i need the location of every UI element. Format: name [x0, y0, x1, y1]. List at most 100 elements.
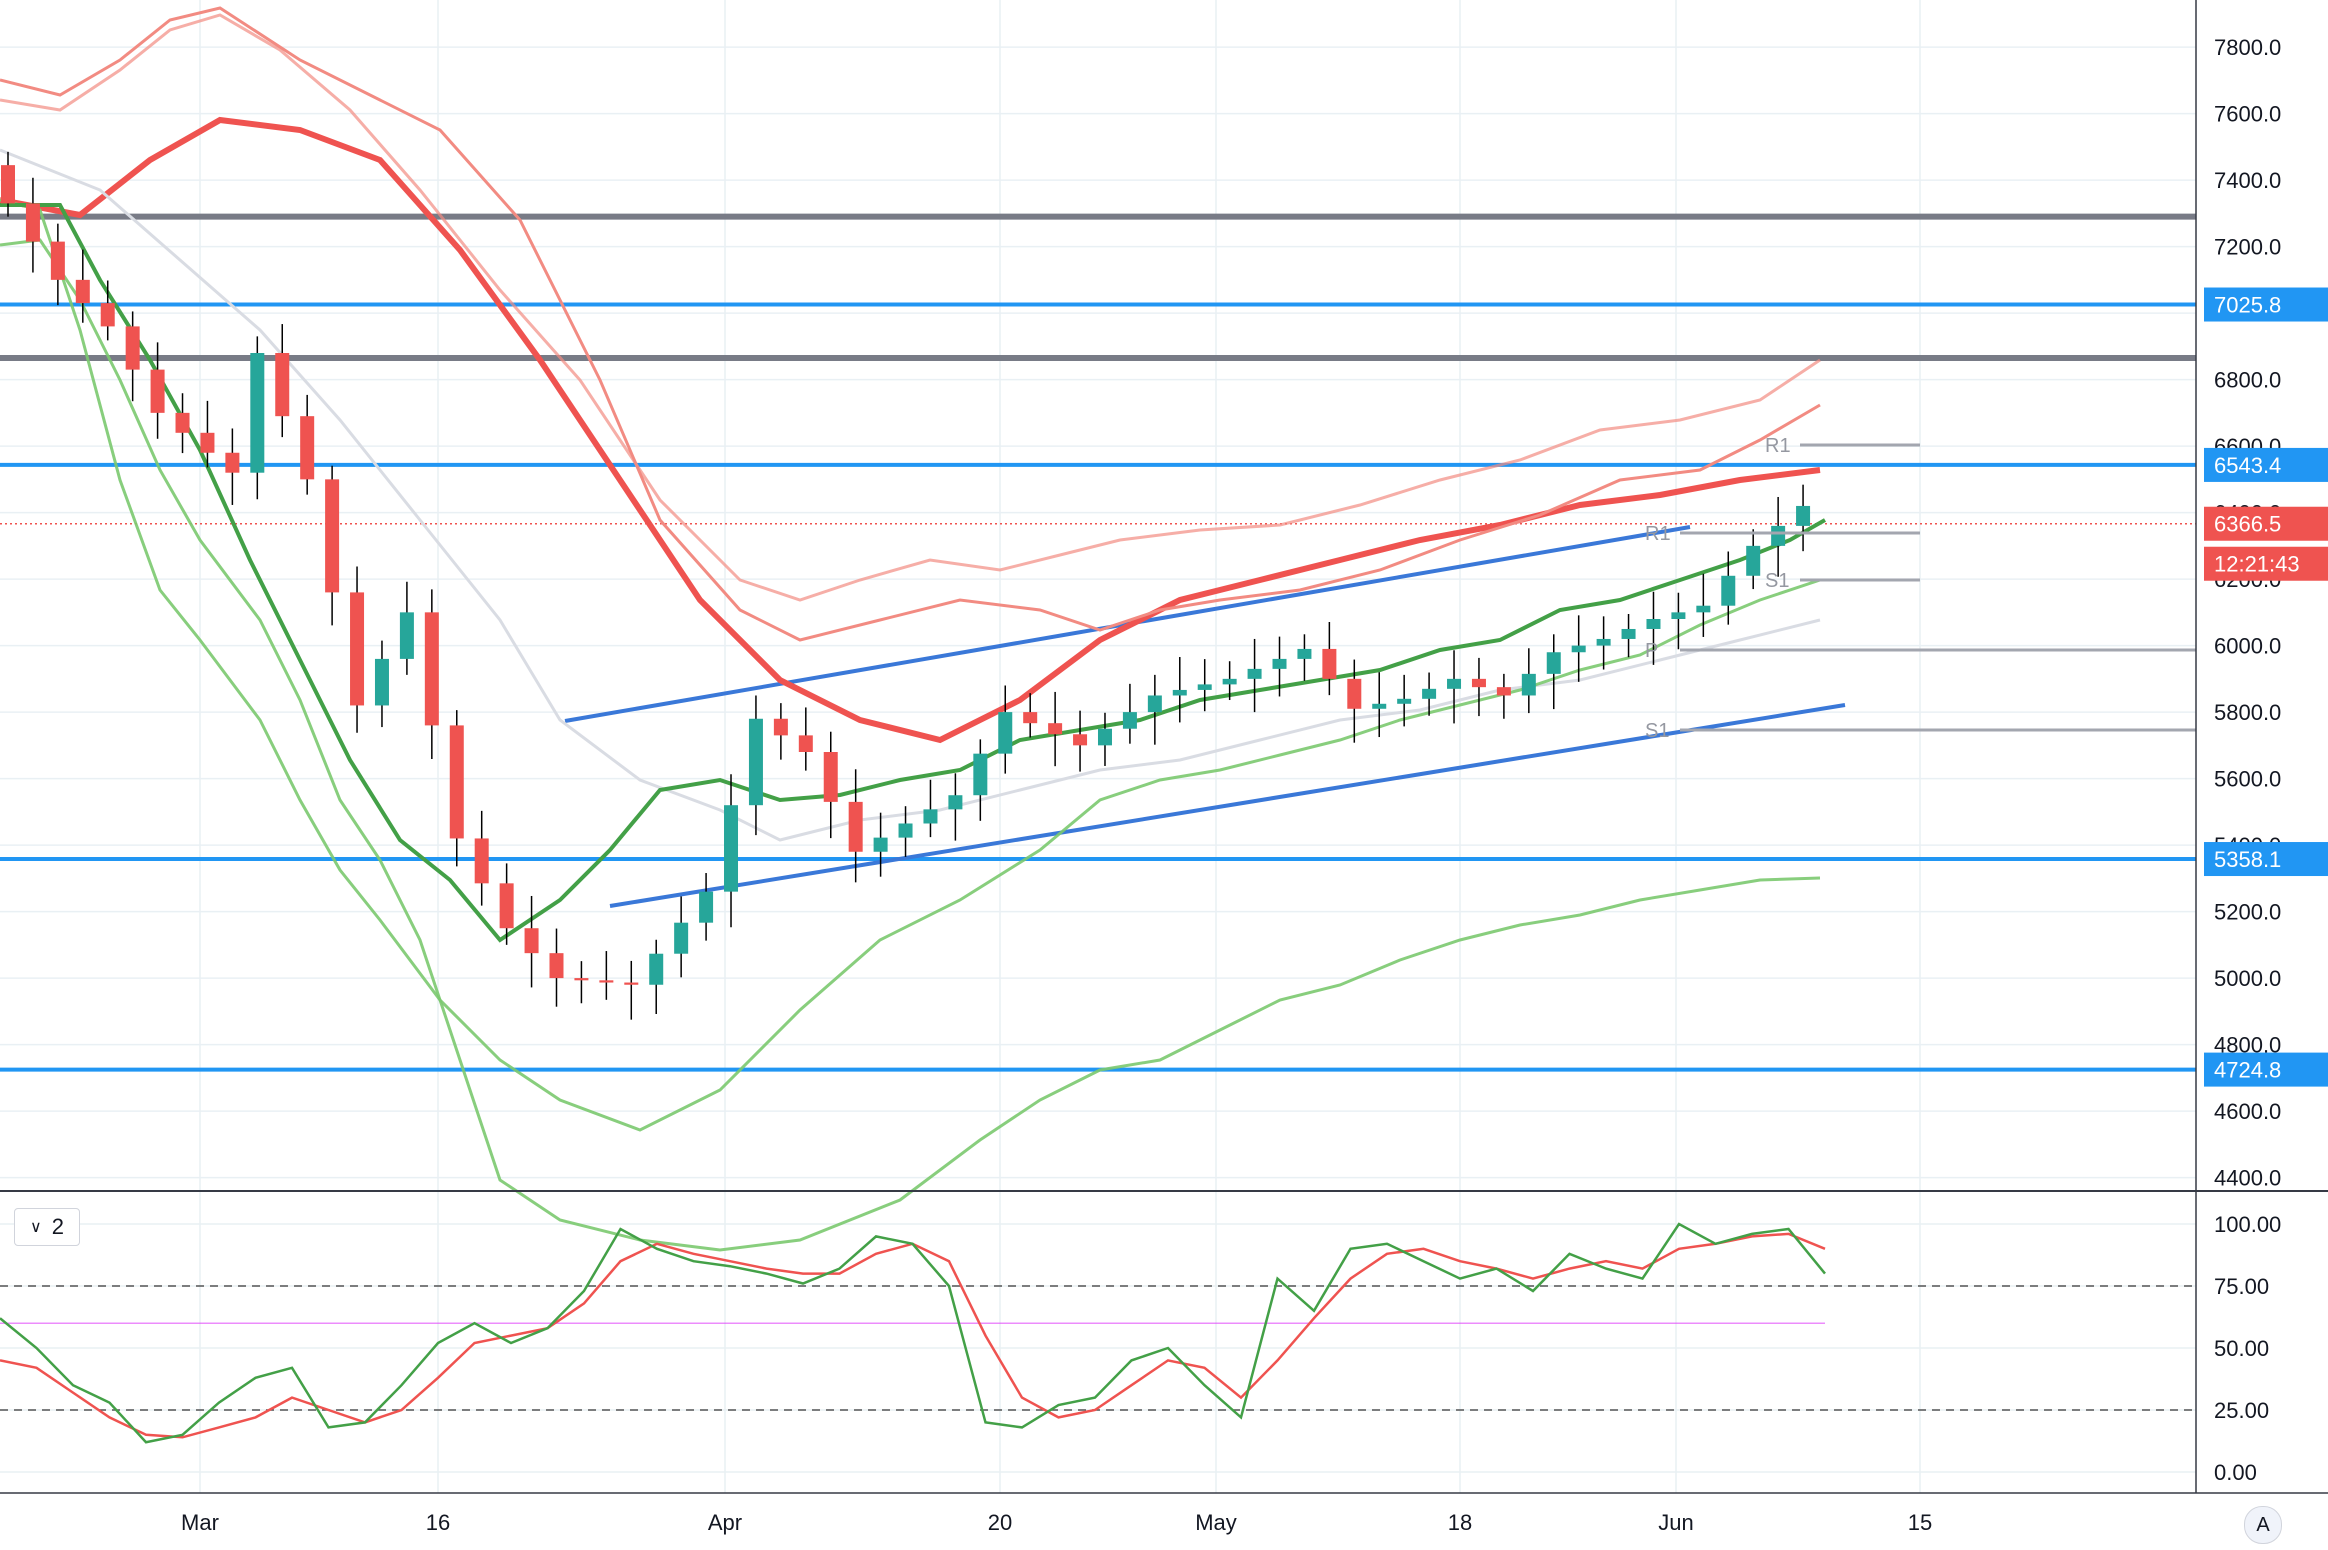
pivot-label-2: S1 [1765, 570, 1789, 592]
candle-body [1746, 545, 1761, 576]
candle-body [973, 753, 988, 796]
candle-body [1272, 658, 1287, 669]
candle-body [1, 165, 15, 204]
oscillator-legend-value: 2 [51, 1214, 64, 1239]
candle-body [1771, 525, 1786, 546]
candle-body [773, 718, 788, 736]
oscillator-pane [0, 1222, 2196, 1444]
chevron-down-icon: ∨ [30, 1219, 42, 1236]
candle-body [1122, 712, 1137, 729]
time-tick-label: May [1195, 1510, 1237, 1535]
candle-body [1621, 628, 1636, 639]
bollinger-lower-1 [0, 238, 1821, 1252]
candle-body [424, 612, 439, 726]
ma-200-line [0, 116, 1821, 744]
pivot-label-0: R1 [1765, 435, 1791, 457]
candle-body [873, 837, 888, 852]
price-tick-label: 5000.0 [2214, 966, 2281, 991]
candle-body [798, 735, 813, 752]
candle-body [1422, 688, 1437, 699]
candle-body [524, 928, 539, 954]
candle-body [1322, 648, 1337, 679]
time-tick-label: Apr [708, 1510, 742, 1535]
bollinger-upper-1 [0, 6, 1821, 642]
price-label-text: 12:21:43 [2214, 552, 2300, 577]
candle-body [1397, 698, 1412, 704]
candle-body [649, 953, 664, 985]
price-label-text: 7025.8 [2214, 293, 2281, 318]
candle-body [823, 752, 838, 802]
candle-body [275, 353, 290, 417]
candle-body [1796, 505, 1811, 526]
candle-body [200, 432, 215, 453]
candle-body [1297, 648, 1312, 659]
grid [0, 0, 2196, 1493]
osc-tick-label: 50.00 [2214, 1336, 2269, 1361]
candle-body [1172, 689, 1187, 696]
candle-body [1023, 712, 1038, 724]
candle-body [1247, 668, 1262, 679]
candle-body [549, 953, 564, 979]
candle-body [748, 718, 763, 806]
candle-body [1496, 687, 1511, 696]
pivot-points: R1 R1 S1 P S1 [1645, 435, 2196, 742]
candle-body [699, 891, 714, 923]
candle-body [1447, 678, 1462, 689]
osc-tick-label: 75.00 [2214, 1274, 2269, 1299]
candle-body [50, 241, 65, 280]
price-tick-label: 7400.0 [2214, 168, 2281, 193]
price-label-text: 6366.5 [2214, 512, 2281, 537]
candle-body [1197, 684, 1212, 690]
price-tick-label: 5800.0 [2214, 700, 2281, 725]
osc-tick-label: 100.00 [2214, 1212, 2281, 1237]
candle-body [624, 982, 639, 985]
time-tick-label: Mar [181, 1510, 219, 1535]
candle-body [998, 712, 1013, 754]
bollinger-upper-2 [0, 13, 1821, 602]
price-label-text: 5358.1 [2214, 847, 2281, 872]
time-tick-label: Jun [1658, 1510, 1693, 1535]
price-label-bg [2204, 287, 2328, 322]
price-label-bg [2204, 506, 2328, 541]
candle-body [1546, 652, 1561, 674]
candle-body [574, 978, 589, 981]
candle-body [1222, 678, 1237, 685]
candle-body [1696, 605, 1711, 613]
candlesticks[interactable] [1, 151, 1811, 1020]
candle-body [350, 592, 365, 706]
candle-body [1147, 695, 1162, 713]
candle-body [474, 838, 489, 884]
price-tick-label: 5200.0 [2214, 900, 2281, 925]
candle-body [449, 725, 464, 839]
candle-body [1372, 703, 1387, 709]
candle-body [1471, 678, 1486, 688]
price-label-bg [2204, 546, 2328, 581]
trendline-lower [609, 703, 1846, 908]
price-label-bg [2204, 447, 2328, 482]
candle-body [1521, 673, 1536, 696]
osc-k-line [0, 1222, 1826, 1444]
fast-ma-line [0, 203, 1826, 943]
oscillator-legend[interactable]: ∨ 2 [14, 1208, 80, 1246]
auto-scale-button[interactable]: A [2244, 1506, 2282, 1544]
candle-body [1646, 619, 1661, 629]
candle-body [250, 353, 265, 473]
time-tick-label: 18 [1448, 1510, 1472, 1535]
price-tick-label: 4400.0 [2214, 1166, 2281, 1191]
candle-body [724, 805, 739, 892]
candle-body [848, 801, 863, 852]
price-label-text: 4724.8 [2214, 1058, 2281, 1083]
candle-body [923, 809, 938, 824]
price-tick-label: 5600.0 [2214, 767, 2281, 792]
candle-body [225, 452, 240, 473]
candle-body [898, 823, 913, 838]
candle-body [1671, 612, 1686, 619]
indicator-overlays [0, 6, 1826, 1252]
price-label-bg [2204, 842, 2328, 877]
candle-body [1571, 645, 1586, 653]
pivot-label-4: S1 [1645, 720, 1669, 742]
price-tick-label: 6000.0 [2214, 634, 2281, 659]
price-tick-label: 7600.0 [2214, 102, 2281, 127]
price-label-bg [2204, 1052, 2328, 1087]
